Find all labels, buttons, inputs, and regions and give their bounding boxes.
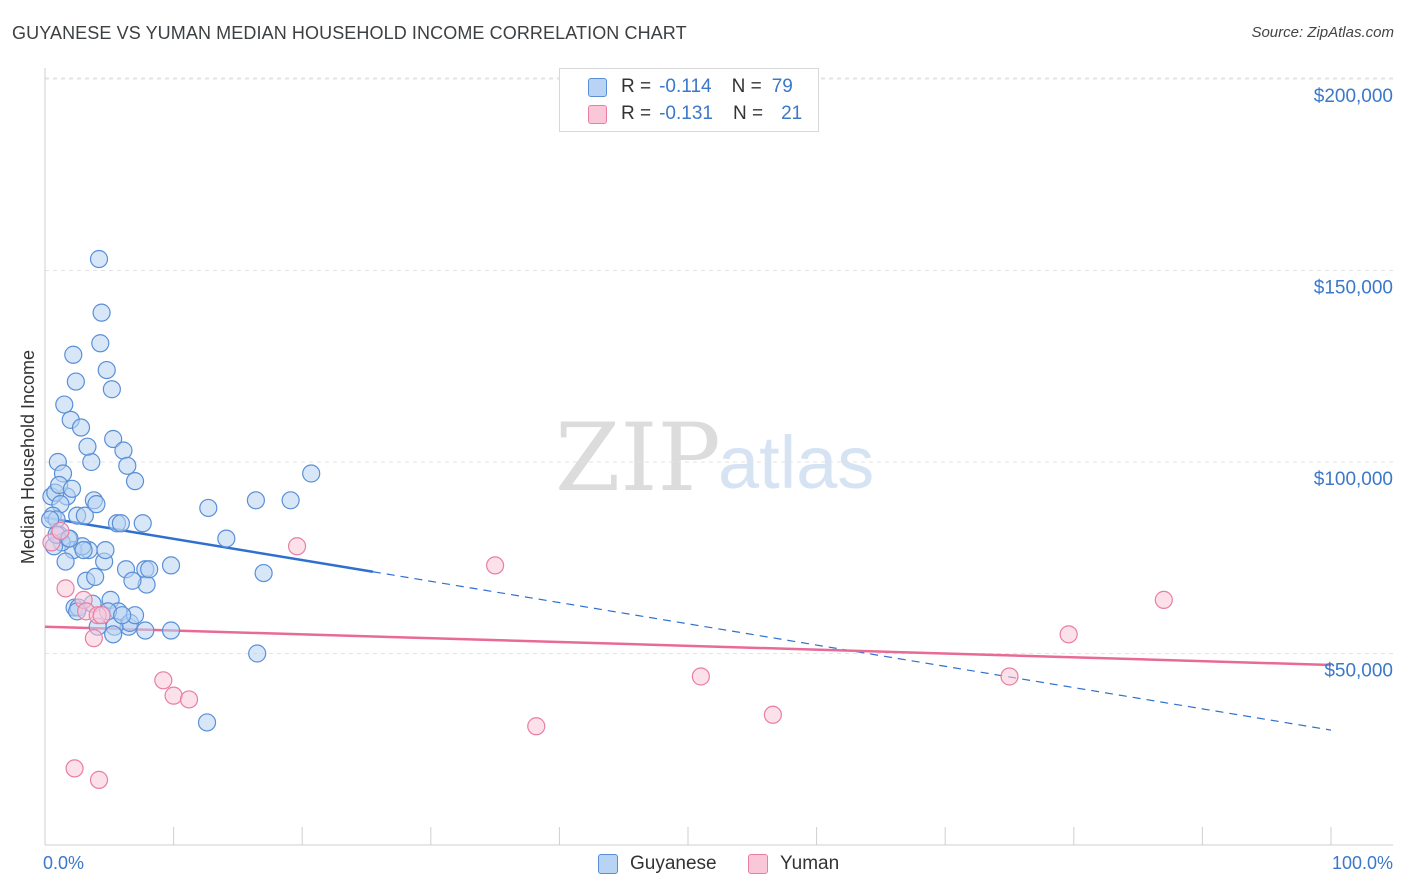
- point-guyanese: [86, 567, 105, 587]
- point-guyanese: [104, 625, 123, 644]
- x-tick-label-1: 100.0%: [1332, 853, 1393, 873]
- point-guyanese: [197, 713, 217, 732]
- bottom-legend-label-yuman: Yuman: [780, 853, 840, 874]
- y-tick-label-1: $100,000: [1314, 469, 1393, 490]
- point-guyanese: [161, 556, 181, 575]
- data-points: [41, 249, 1173, 789]
- point-guyanese: [161, 621, 181, 640]
- bottom-legend-swatch-yuman: [748, 854, 768, 874]
- trend-line-guyanese-solid: [44, 516, 374, 573]
- point-guyanese: [302, 464, 321, 483]
- point-guyanese: [96, 540, 115, 560]
- trend-line-yuman: [44, 625, 1332, 667]
- point-guyanese: [133, 514, 152, 533]
- point-guyanese: [87, 495, 106, 514]
- point-yuman: [154, 671, 173, 690]
- point-yuman: [56, 579, 75, 598]
- y-axis-label: Median Household Income: [18, 350, 38, 564]
- point-yuman: [527, 717, 546, 736]
- point-guyanese: [89, 249, 109, 269]
- point-guyanese: [41, 510, 60, 529]
- gridlines: [45, 77, 1393, 654]
- point-yuman: [179, 690, 199, 709]
- point-guyanese: [75, 506, 94, 525]
- chart-title: GUYANESE VS YUMAN MEDIAN HOUSEHOLD INCOM…: [12, 23, 687, 43]
- point-guyanese: [102, 380, 121, 399]
- legend-r-label: R =: [621, 76, 652, 97]
- y-tick-label-3: $200,000: [1314, 86, 1393, 107]
- legend-row-yuman: R = -0.131 N = 21: [588, 102, 802, 126]
- point-yuman: [164, 686, 183, 705]
- watermark: ZIP atlas: [555, 404, 874, 513]
- bottom-legend-label-guyanese: Guyanese: [630, 853, 717, 874]
- point-yuman: [1059, 625, 1078, 644]
- point-yuman: [763, 705, 782, 724]
- point-yuman: [1154, 590, 1173, 609]
- legend-swatch-guyanese: [588, 77, 607, 97]
- point-guyanese: [62, 479, 82, 498]
- legend-n-value: 21: [781, 103, 803, 124]
- correlation-legend: R = -0.114 N = 79 R = -0.131 N = 21: [559, 68, 819, 132]
- point-yuman: [486, 556, 505, 575]
- point-yuman: [89, 770, 109, 789]
- point-guyanese: [217, 529, 236, 548]
- legend-r-value: -0.131: [659, 103, 713, 124]
- watermark-zip: ZIP: [555, 404, 721, 513]
- axes: [44, 68, 1393, 846]
- bottom-legend-yuman: Yuman: [748, 852, 839, 876]
- source-label: Source: ZipAtlas.com: [1251, 24, 1394, 41]
- point-guyanese: [78, 437, 97, 456]
- point-yuman: [51, 521, 70, 541]
- point-guyanese: [254, 563, 273, 583]
- point-guyanese: [66, 372, 85, 391]
- legend-n-value: 79: [771, 76, 793, 97]
- legend-r-label: R =: [621, 103, 652, 124]
- y-tick-labels: $50,000 $100,000 $150,000 $200,000: [1314, 86, 1393, 682]
- trend-lines: [44, 516, 1332, 731]
- point-guyanese: [199, 498, 218, 518]
- point-guyanese: [248, 644, 267, 663]
- x-tick-labels: 0.0% 100.0%: [43, 853, 1393, 873]
- point-guyanese: [113, 606, 132, 625]
- point-guyanese: [118, 456, 137, 475]
- legend-row-guyanese: R = -0.114 N = 79: [588, 75, 793, 99]
- point-guyanese: [140, 560, 159, 579]
- legend-n-label: N =: [731, 76, 762, 97]
- point-guyanese: [114, 441, 133, 460]
- bottom-legend-guyanese: Guyanese: [598, 852, 717, 876]
- x-tick-label-0: 0.0%: [43, 853, 84, 873]
- point-yuman: [92, 606, 111, 625]
- point-yuman: [287, 537, 307, 556]
- point-guyanese: [82, 452, 101, 472]
- point-guyanese: [125, 472, 145, 491]
- point-guyanese: [136, 621, 155, 640]
- point-guyanese: [111, 514, 130, 533]
- point-yuman: [84, 629, 103, 648]
- y-tick-label-0: $50,000: [1324, 661, 1393, 682]
- legend-swatch-yuman: [588, 104, 607, 124]
- legend-n-label: N =: [732, 103, 764, 124]
- y-tick-label-2: $150,000: [1314, 278, 1393, 299]
- point-guyanese: [281, 491, 300, 510]
- point-guyanese: [55, 395, 74, 414]
- point-guyanese: [104, 429, 123, 449]
- point-guyanese: [97, 360, 116, 380]
- point-guyanese: [64, 345, 83, 364]
- point-yuman: [65, 759, 84, 778]
- point-guyanese: [71, 418, 91, 437]
- point-guyanese: [123, 571, 142, 590]
- point-guyanese: [91, 334, 110, 353]
- point-yuman: [1000, 667, 1019, 686]
- point-guyanese: [246, 491, 266, 510]
- trend-line-guyanese-dashed: [372, 571, 1332, 731]
- point-guyanese: [74, 540, 93, 560]
- bottom-legend-swatch-guyanese: [598, 854, 618, 874]
- point-yuman: [691, 667, 710, 686]
- legend-r-value: -0.114: [659, 76, 712, 97]
- point-guyanese: [56, 552, 75, 571]
- point-guyanese: [92, 303, 111, 322]
